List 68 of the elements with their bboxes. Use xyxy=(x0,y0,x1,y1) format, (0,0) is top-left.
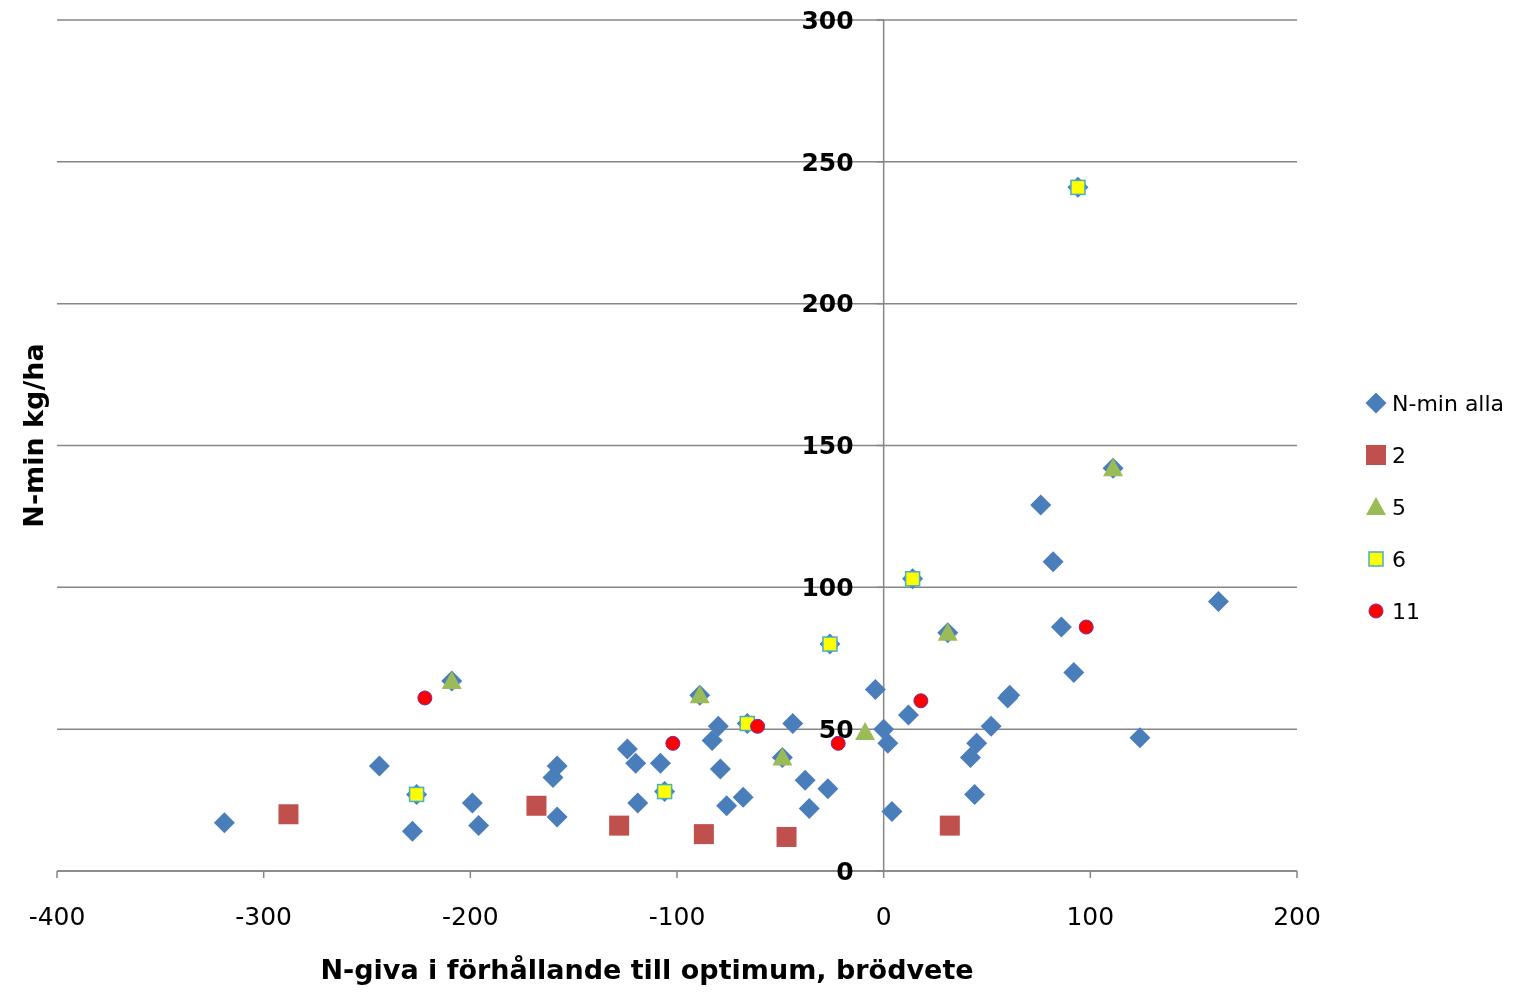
point xyxy=(1042,551,1064,573)
point xyxy=(417,690,433,706)
point xyxy=(1063,661,1085,683)
y-tick-label: 100 xyxy=(801,573,854,603)
point xyxy=(964,783,986,805)
x-tick-label: -300 xyxy=(235,902,293,931)
point xyxy=(939,815,960,836)
x-tick-label: 200 xyxy=(1273,902,1321,931)
point xyxy=(776,826,797,847)
x-tick-label: -200 xyxy=(441,902,499,931)
point xyxy=(980,715,1002,737)
point xyxy=(1050,616,1072,638)
point xyxy=(649,752,671,774)
point xyxy=(881,800,903,822)
x-tick-label: 0 xyxy=(875,902,892,931)
point xyxy=(913,693,929,709)
x-axis-title: N-giva i förhållande till optimum, brödvete xyxy=(320,954,974,985)
point xyxy=(707,715,729,737)
point xyxy=(864,678,886,700)
legend-label: 2 xyxy=(1392,442,1406,468)
legend-label: 6 xyxy=(1392,546,1406,572)
x-tick-label: -100 xyxy=(648,902,706,931)
point xyxy=(701,730,723,752)
point xyxy=(693,824,714,845)
point xyxy=(1078,619,1094,635)
point xyxy=(526,795,547,816)
point xyxy=(1129,727,1151,749)
point xyxy=(966,732,988,754)
point xyxy=(278,804,299,825)
point xyxy=(897,704,919,726)
point xyxy=(794,769,816,791)
point xyxy=(546,755,568,777)
point xyxy=(627,792,649,814)
y-tick-label: 200 xyxy=(801,289,854,319)
point xyxy=(732,786,754,808)
y-tick-label: 50 xyxy=(818,714,854,744)
y-tick-label: 300 xyxy=(801,5,854,35)
point xyxy=(873,718,895,740)
point xyxy=(665,735,681,751)
point xyxy=(782,712,804,734)
y-tick-label: 250 xyxy=(801,147,854,177)
x-tick-label: 100 xyxy=(1066,902,1115,931)
point xyxy=(798,798,820,820)
y-tick-label: 150 xyxy=(801,431,854,461)
point xyxy=(1030,494,1052,516)
point xyxy=(401,820,423,842)
point xyxy=(468,815,490,837)
point xyxy=(461,792,483,814)
point xyxy=(368,755,390,777)
point xyxy=(959,747,981,769)
point xyxy=(616,738,638,760)
point xyxy=(546,806,568,828)
point xyxy=(609,815,630,836)
point xyxy=(750,718,766,734)
point xyxy=(716,795,738,817)
point xyxy=(855,722,876,740)
point xyxy=(817,778,839,800)
y-tick-label: 0 xyxy=(836,856,854,886)
point xyxy=(877,732,899,754)
y-axis-title: N-min kg/ha xyxy=(18,343,49,528)
point xyxy=(213,812,235,834)
point xyxy=(1207,591,1229,613)
x-tick-label: -400 xyxy=(28,902,86,931)
point xyxy=(709,758,731,780)
legend-label: N-min alla xyxy=(1392,390,1505,416)
point xyxy=(625,752,647,774)
legend-label: 5 xyxy=(1392,494,1406,520)
legend-label: 11 xyxy=(1392,598,1420,624)
